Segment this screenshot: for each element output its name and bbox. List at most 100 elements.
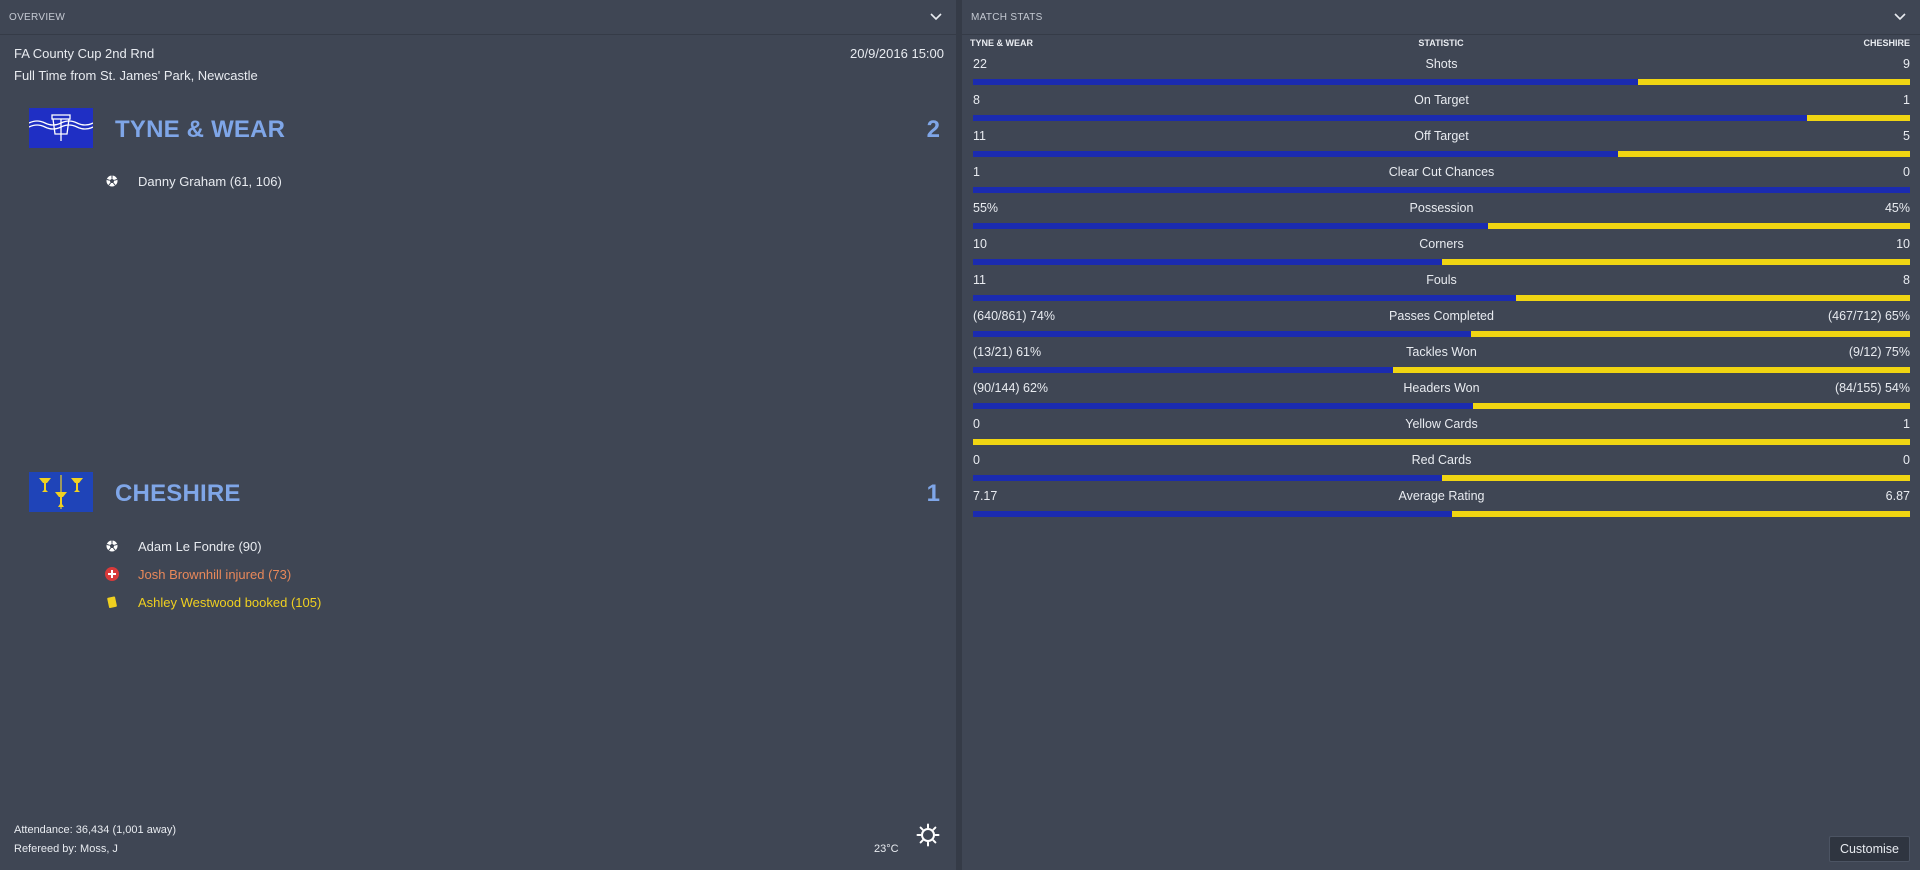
stat-away-value: 1 <box>1903 93 1910 107</box>
stat-label: Clear Cut Chances <box>1388 165 1495 179</box>
stat-away-value: 9 <box>1903 57 1910 71</box>
stat-away-value: 45% <box>1884 201 1910 215</box>
away-team-name[interactable]: CHESHIRE <box>115 480 241 507</box>
stat-home-value: (90/144) 62% <box>973 381 1049 395</box>
stat-home-value: 0 <box>973 453 980 467</box>
stat-home-bar-fill <box>973 223 1489 229</box>
stat-label: Possession <box>1409 201 1474 215</box>
stat-home-bar-fill <box>973 295 1516 301</box>
temperature: 23°C <box>874 843 899 855</box>
stat-row: 0 Yellow Cards 1 <box>973 415 1910 451</box>
stat-away-value: 6.87 <box>1885 489 1910 503</box>
stat-comparison-bar <box>973 151 1910 157</box>
home-team-block: TYNE & WEAR 2 <box>0 98 956 158</box>
stat-label: Yellow Cards <box>1405 417 1478 431</box>
overview-panel: OVERVIEW FA County Cup 2nd Rnd Full Time… <box>0 0 956 870</box>
stat-label: Corners <box>1419 237 1464 251</box>
away-team-score: 1 <box>926 480 940 507</box>
stat-home-bar-fill <box>973 79 1639 85</box>
stat-home-value: 22 <box>973 57 987 71</box>
overview-title: OVERVIEW <box>9 12 66 23</box>
competition-name[interactable]: FA County Cup 2nd Rnd <box>14 46 155 61</box>
away-injury-text[interactable]: Josh Brownhill injured (73) <box>138 567 292 582</box>
stat-label: Headers Won <box>1403 381 1480 395</box>
home-column-header: TYNE & WEAR <box>970 38 1033 48</box>
stat-home-value: 10 <box>973 237 987 251</box>
stat-row: 7.17 Average Rating 6.87 <box>973 487 1910 523</box>
home-team-name[interactable]: TYNE & WEAR <box>115 116 286 143</box>
stat-comparison-bar <box>973 187 1910 193</box>
match-stats-panel: MATCH STATS TYNE & WEAR STATISTIC CHESHI… <box>962 0 1920 870</box>
stat-home-value: (13/21) 61% <box>973 345 1042 359</box>
stat-away-value: (467/712) 65% <box>1827 309 1910 323</box>
stat-row: (90/144) 62% Headers Won (84/155) 54% <box>973 379 1910 415</box>
tyne-wear-flag-icon[interactable] <box>29 108 93 148</box>
stat-home-bar-fill <box>973 475 1442 481</box>
stat-home-value: 11 <box>973 273 986 287</box>
stat-home-bar-fill <box>973 151 1618 157</box>
cheshire-flag-icon[interactable] <box>29 472 93 512</box>
away-team-block: CHESHIRE 1 <box>0 462 956 522</box>
stat-home-value: 0 <box>973 417 980 431</box>
stat-home-bar-fill <box>973 331 1472 337</box>
stat-row: 55% Possession 45% <box>973 199 1910 235</box>
stat-comparison-bar <box>973 331 1910 337</box>
stat-home-bar-fill <box>973 367 1393 373</box>
away-booking-text[interactable]: Ashley Westwood booked (105) <box>138 595 322 610</box>
stat-home-value: 11 <box>973 129 986 143</box>
chevron-down-icon[interactable] <box>928 9 944 25</box>
stat-label: Tackles Won <box>1406 345 1477 359</box>
stat-comparison-bar <box>973 295 1910 301</box>
ball-icon <box>106 540 118 552</box>
stat-home-value: 7.17 <box>973 489 998 503</box>
stat-home-bar-fill <box>973 403 1474 409</box>
stat-label: Average Rating <box>1398 489 1485 503</box>
stat-label: Passes Completed <box>1389 309 1494 323</box>
stat-row: (640/861) 74% Passes Completed (467/712) 6… <box>973 307 1910 343</box>
overview-header: OVERVIEW <box>0 0 956 35</box>
home-goal-text[interactable]: Danny Graham (61, 106) <box>138 174 282 189</box>
stat-comparison-bar <box>973 403 1910 409</box>
stat-away-value: 0 <box>1903 165 1910 179</box>
match-stats-header: MATCH STATS <box>962 0 1920 35</box>
stat-comparison-bar <box>973 79 1910 85</box>
customise-button[interactable]: Customise <box>1828 836 1910 862</box>
yellow-card-icon <box>107 596 117 609</box>
chevron-down-icon[interactable] <box>1892 9 1908 25</box>
stat-away-value: 5 <box>1903 129 1910 143</box>
weather-sun-icon[interactable] <box>916 823 940 847</box>
stat-row: 1 Clear Cut Chances 0 <box>973 163 1910 199</box>
stat-row: 0 Red Cards 0 <box>973 451 1910 487</box>
stat-home-bar-fill <box>973 511 1452 517</box>
away-goal-text[interactable]: Adam Le Fondre (90) <box>138 539 262 554</box>
stat-row: 11 Fouls 8 <box>973 271 1910 307</box>
stat-row: 11 Off Target 5 <box>973 127 1910 163</box>
stat-row: 8 On Target 1 <box>973 91 1910 127</box>
stat-home-bar-fill <box>973 187 1910 193</box>
stat-row: (13/21) 61% Tackles Won (9/12) 75% <box>973 343 1910 379</box>
stat-away-value: 0 <box>1903 453 1910 467</box>
stat-comparison-bar <box>973 439 1910 445</box>
home-team-score: 2 <box>926 116 940 143</box>
match-datetime: 20/9/2016 15:00 <box>850 46 944 61</box>
panel-divider[interactable] <box>956 0 962 870</box>
stat-comparison-bar <box>973 259 1910 265</box>
stat-away-value: (9/12) 75% <box>1848 345 1910 359</box>
stat-home-bar-fill <box>973 259 1442 265</box>
stat-home-value: 55% <box>973 201 999 215</box>
stat-comparison-bar <box>973 367 1910 373</box>
attendance: Attendance: 36,434 (1,001 away) <box>14 824 177 836</box>
stat-label: On Target <box>1414 93 1469 107</box>
stat-comparison-bar <box>973 511 1910 517</box>
statistic-column-header: STATISTIC <box>1418 38 1464 48</box>
stat-home-value: (640/861) 74% <box>973 309 1056 323</box>
match-stats-title: MATCH STATS <box>971 12 1043 23</box>
referee[interactable]: Refereed by: Moss, J <box>14 843 118 855</box>
stat-label: Off Target <box>1414 129 1469 143</box>
stat-label: Shots <box>1425 57 1458 71</box>
ball-icon <box>106 175 118 187</box>
stat-label: Fouls <box>1426 273 1457 287</box>
stat-row: 10 Corners 10 <box>973 235 1910 271</box>
stat-home-bar-fill <box>973 115 1807 121</box>
stat-away-value: (84/155) 54% <box>1834 381 1910 395</box>
